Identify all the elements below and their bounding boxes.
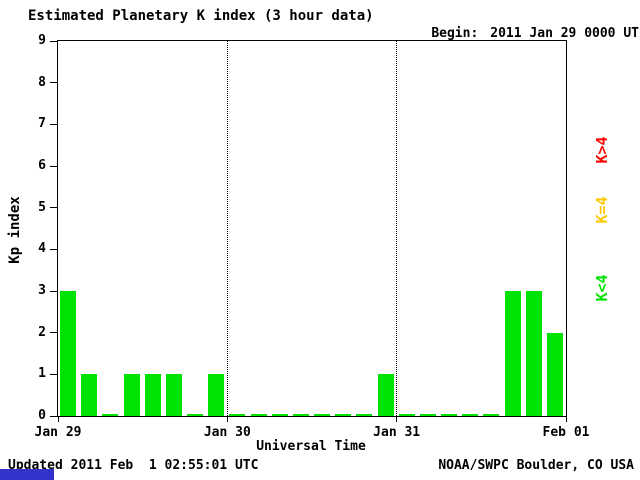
y-tick-mark [50, 82, 57, 84]
bottom-left-blue-strip [0, 469, 54, 480]
y-tick-label: 7 [38, 116, 46, 132]
kp-bar [60, 291, 77, 416]
y-tick-label: 0 [38, 408, 46, 423]
kp-bar [546, 332, 563, 416]
kp-bar [229, 414, 246, 416]
y-tick-label: 1 [38, 366, 46, 382]
y-tick-mark [50, 165, 57, 167]
x-tick-mark [226, 416, 228, 422]
kp-bar [335, 414, 352, 416]
kp-bar [398, 414, 415, 416]
begin-value: 2011 Jan 29 0000 UTC [490, 26, 640, 41]
x-tick-mark [396, 416, 398, 422]
kp-bar [208, 374, 225, 416]
y-tick-label: 6 [38, 158, 46, 173]
y-tick-mark [50, 248, 57, 250]
kp-bar [483, 414, 500, 416]
chart-title: Estimated Planetary K index (3 hour data… [28, 8, 374, 24]
y-tick-label: 8 [38, 74, 46, 90]
legend-k-above-4: K>4 [593, 136, 611, 164]
day-boundary-gridline [226, 41, 228, 416]
kp-bar [356, 414, 373, 416]
x-tick-label: Jan 29 [34, 425, 82, 440]
source-attribution: NOAA/SWPC Boulder, CO USA [438, 458, 634, 473]
kp-bar [441, 414, 458, 416]
kp-bar [419, 414, 436, 416]
kp-bar [165, 374, 182, 416]
y-axis-title: Kp index [7, 196, 23, 264]
kp-bar [462, 414, 479, 416]
y-tick-mark [50, 415, 57, 417]
y-tick-mark [50, 40, 57, 42]
day-boundary-gridline [396, 41, 398, 416]
kp-bar [292, 414, 309, 416]
kp-bar [144, 374, 161, 416]
y-tick-label: 3 [38, 283, 46, 298]
x-tick-mark [57, 416, 59, 422]
y-tick-label: 4 [38, 241, 46, 257]
legend-k-below-4: K<4 [593, 274, 611, 302]
y-tick-mark [50, 290, 57, 292]
plot-area: 0 1 2 3 4 5 6 7 8 9 Jan 29 Jan 30 Jan 31 Feb 01 [35, 33, 590, 440]
kp-bar [187, 414, 204, 416]
kp-bar [525, 291, 542, 416]
y-tick-label: 2 [38, 324, 46, 340]
begin-label: Begin: [431, 26, 479, 41]
y-tick-mark [50, 332, 57, 334]
kp-bar [377, 374, 394, 416]
y-tick-label: 9 [38, 33, 46, 48]
x-tick-label: Jan 31 [373, 425, 421, 440]
kp-bar [504, 291, 521, 416]
x-tick-mark [565, 416, 567, 422]
kp-bar [271, 414, 288, 416]
legend-k-equals-4: K=4 [593, 196, 611, 224]
kp-bar [102, 414, 119, 416]
y-tick-mark [50, 123, 57, 125]
begin-timestamp: Begin: 2011 Jan 29 0000 UTC [400, 11, 640, 56]
y-tick-mark [50, 373, 57, 375]
y-tick-mark [50, 207, 57, 209]
kp-bar [123, 374, 140, 416]
x-tick-label: Feb 01 [542, 425, 590, 440]
kp-bar [314, 414, 331, 416]
kp-bar [81, 374, 98, 416]
y-tick-label: 5 [38, 199, 46, 215]
x-axis-title: Universal Time [256, 439, 366, 454]
x-tick-label: Jan 30 [203, 425, 251, 440]
kp-bar [250, 414, 267, 416]
